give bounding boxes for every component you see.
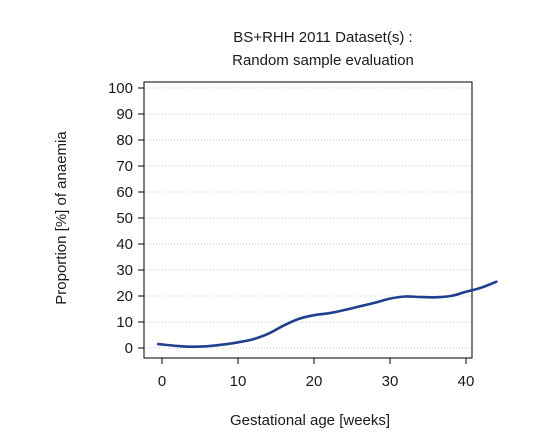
x-tick-label: 20 (306, 373, 323, 390)
y-tick-label: 60 (116, 184, 133, 201)
chart-title-line-1: BS+RHH 2011 Dataset(s) : (233, 29, 412, 46)
grid-lines (144, 87, 472, 349)
y-axis-label: Proportion [%] of anaemia (53, 131, 70, 305)
y-tick-label: 100 (108, 80, 133, 97)
y-tick-labels: 0 10 20 30 40 50 60 70 80 90 100 (108, 80, 133, 357)
axis-ticks (138, 87, 467, 364)
y-tick-label: 30 (116, 262, 133, 279)
x-tick-label: 10 (230, 373, 247, 390)
x-axis-label: Gestational age [weeks] (230, 412, 390, 429)
y-tick-label: 80 (116, 132, 133, 149)
y-tick-label: 70 (116, 158, 133, 175)
x-tick-labels: 0 10 20 30 40 (158, 373, 475, 390)
y-tick-label: 50 (116, 210, 133, 227)
series-line (156, 280, 498, 348)
series-group (156, 280, 498, 348)
y-tick-label: 90 (116, 106, 133, 123)
y-tick-label: 20 (116, 288, 133, 305)
y-tick-label: 10 (116, 314, 133, 331)
y-tick-label: 40 (116, 236, 133, 253)
x-tick-label: 30 (382, 373, 399, 390)
chart-title-line-2: Random sample evaluation (232, 52, 414, 69)
x-tick-label: 0 (158, 373, 166, 390)
plot-area (143, 81, 473, 359)
y-tick-label: 0 (125, 340, 133, 357)
x-tick-label: 40 (458, 373, 475, 390)
